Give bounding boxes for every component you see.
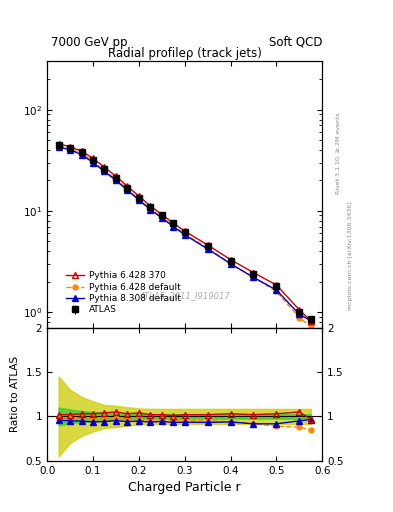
Pythia 8.308 default <box>205 246 210 252</box>
Pythia 6.428 370 <box>228 257 233 263</box>
Pythia 6.428 default <box>171 222 176 228</box>
Pythia 8.308 default <box>114 177 118 183</box>
Pythia 6.428 default <box>125 186 130 192</box>
Pythia 6.428 370 <box>79 148 84 154</box>
Pythia 6.428 370 <box>102 164 107 170</box>
Pythia 6.428 370 <box>148 203 152 209</box>
Pythia 8.308 default <box>56 144 61 150</box>
Text: Rivet 3.1.10, ≥ 2M events: Rivet 3.1.10, ≥ 2M events <box>336 113 341 195</box>
Pythia 8.308 default <box>125 187 130 194</box>
Text: 7000 GeV pp: 7000 GeV pp <box>51 36 128 49</box>
Pythia 6.428 default <box>274 288 279 294</box>
Pythia 6.428 370 <box>205 242 210 248</box>
Pythia 6.428 default <box>136 196 141 202</box>
Line: Pythia 6.428 370: Pythia 6.428 370 <box>56 141 314 324</box>
Pythia 6.428 default <box>79 151 84 157</box>
Title: Radial profileρ (track jets): Radial profileρ (track jets) <box>108 47 262 60</box>
Text: Soft QCD: Soft QCD <box>269 36 322 49</box>
Pythia 6.428 370 <box>125 183 130 189</box>
Text: ATLAS_2011_I919017: ATLAS_2011_I919017 <box>140 291 230 300</box>
Pythia 6.428 370 <box>274 282 279 288</box>
Pythia 6.428 default <box>102 167 107 174</box>
Pythia 6.428 default <box>160 214 164 220</box>
X-axis label: Charged Particle r: Charged Particle r <box>129 481 241 494</box>
Pythia 6.428 370 <box>251 270 256 276</box>
Text: mcplots.cern.ch [arXiv:1306.3436]: mcplots.cern.ch [arXiv:1306.3436] <box>348 202 353 310</box>
Pythia 8.308 default <box>297 311 302 317</box>
Pythia 8.308 default <box>136 197 141 203</box>
Pythia 6.428 default <box>182 231 187 237</box>
Pythia 6.428 default <box>56 143 61 149</box>
Y-axis label: Ratio to ATLAS: Ratio to ATLAS <box>10 356 20 432</box>
Pythia 6.428 default <box>68 146 72 152</box>
Pythia 8.308 default <box>182 232 187 238</box>
Pythia 8.308 default <box>91 160 95 166</box>
Pythia 6.428 default <box>148 206 152 212</box>
Pythia 6.428 370 <box>91 155 95 161</box>
Pythia 8.308 default <box>228 261 233 267</box>
Line: Pythia 8.308 default: Pythia 8.308 default <box>56 144 314 324</box>
Pythia 6.428 default <box>251 274 256 281</box>
Pythia 6.428 370 <box>297 307 302 313</box>
Pythia 8.308 default <box>171 223 176 229</box>
Pythia 6.428 default <box>228 261 233 267</box>
Pythia 8.308 default <box>160 215 164 221</box>
Pythia 8.308 default <box>148 206 152 212</box>
Pythia 8.308 default <box>102 168 107 175</box>
Line: Pythia 6.428 default: Pythia 6.428 default <box>56 143 313 329</box>
Pythia 8.308 default <box>274 287 279 293</box>
Pythia 6.428 default <box>309 324 313 330</box>
Pythia 6.428 370 <box>171 220 176 226</box>
Legend: Pythia 6.428 370, Pythia 6.428 default, Pythia 8.308 default, ATLAS: Pythia 6.428 370, Pythia 6.428 default, … <box>62 268 184 318</box>
Pythia 6.428 370 <box>309 317 313 324</box>
Pythia 6.428 default <box>205 245 210 251</box>
Pythia 6.428 370 <box>160 211 164 218</box>
Pythia 6.428 default <box>114 176 118 182</box>
Pythia 6.428 370 <box>68 144 72 150</box>
Pythia 6.428 default <box>297 314 302 321</box>
Pythia 8.308 default <box>251 274 256 281</box>
Pythia 6.428 370 <box>114 173 118 179</box>
Pythia 8.308 default <box>309 317 313 324</box>
Pythia 6.428 370 <box>56 141 61 147</box>
Pythia 8.308 default <box>68 147 72 153</box>
Pythia 8.308 default <box>79 152 84 158</box>
Pythia 6.428 370 <box>136 193 141 199</box>
Pythia 6.428 370 <box>182 228 187 234</box>
Pythia 6.428 default <box>91 158 95 164</box>
